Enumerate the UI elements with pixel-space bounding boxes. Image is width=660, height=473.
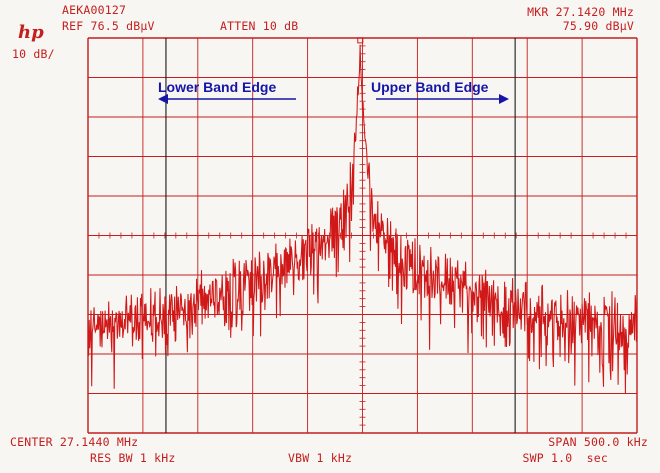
center-frequency-label: CENTER 27.1440 MHz	[10, 435, 139, 449]
vbw-label: VBW 1 kHz	[288, 451, 353, 465]
upper-band-edge-label: Upper Band Edge	[371, 79, 489, 95]
lower-band-edge-arrowhead	[158, 94, 168, 104]
res-bw-label: RES BW 1 kHz	[90, 451, 176, 465]
span-label: SPAN 500.0 kHz	[548, 435, 648, 449]
marker-frequency: MKR 27.1420 MHz	[527, 5, 634, 19]
lower-band-edge-label: Lower Band Edge	[158, 79, 276, 95]
marker-point	[357, 37, 364, 44]
attenuation-label: ATTEN 10 dB	[220, 19, 299, 33]
hp-logo: hp	[18, 22, 44, 43]
trace-id-label: AEKA00127	[62, 3, 127, 17]
marker-level: 75.90 dBµV	[562, 19, 634, 33]
ref-level-label: REF 76.5 dBµV	[62, 19, 155, 33]
sweep-label: SWP 1.0 sec	[522, 451, 608, 465]
scale-label: 10 dB/	[12, 47, 55, 61]
upper-band-edge-arrowhead	[499, 94, 509, 104]
spectrum-trace	[87, 44, 638, 394]
